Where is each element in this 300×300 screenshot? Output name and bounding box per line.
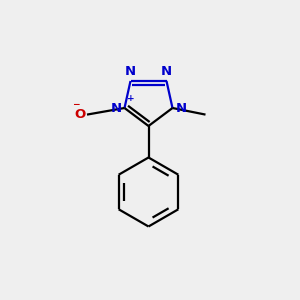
- Text: N: N: [161, 65, 172, 78]
- Text: O: O: [74, 108, 85, 121]
- Text: N: N: [110, 101, 122, 115]
- Text: −: −: [72, 100, 79, 109]
- Text: +: +: [127, 94, 134, 103]
- Text: N: N: [125, 65, 136, 78]
- Text: N: N: [176, 101, 187, 115]
